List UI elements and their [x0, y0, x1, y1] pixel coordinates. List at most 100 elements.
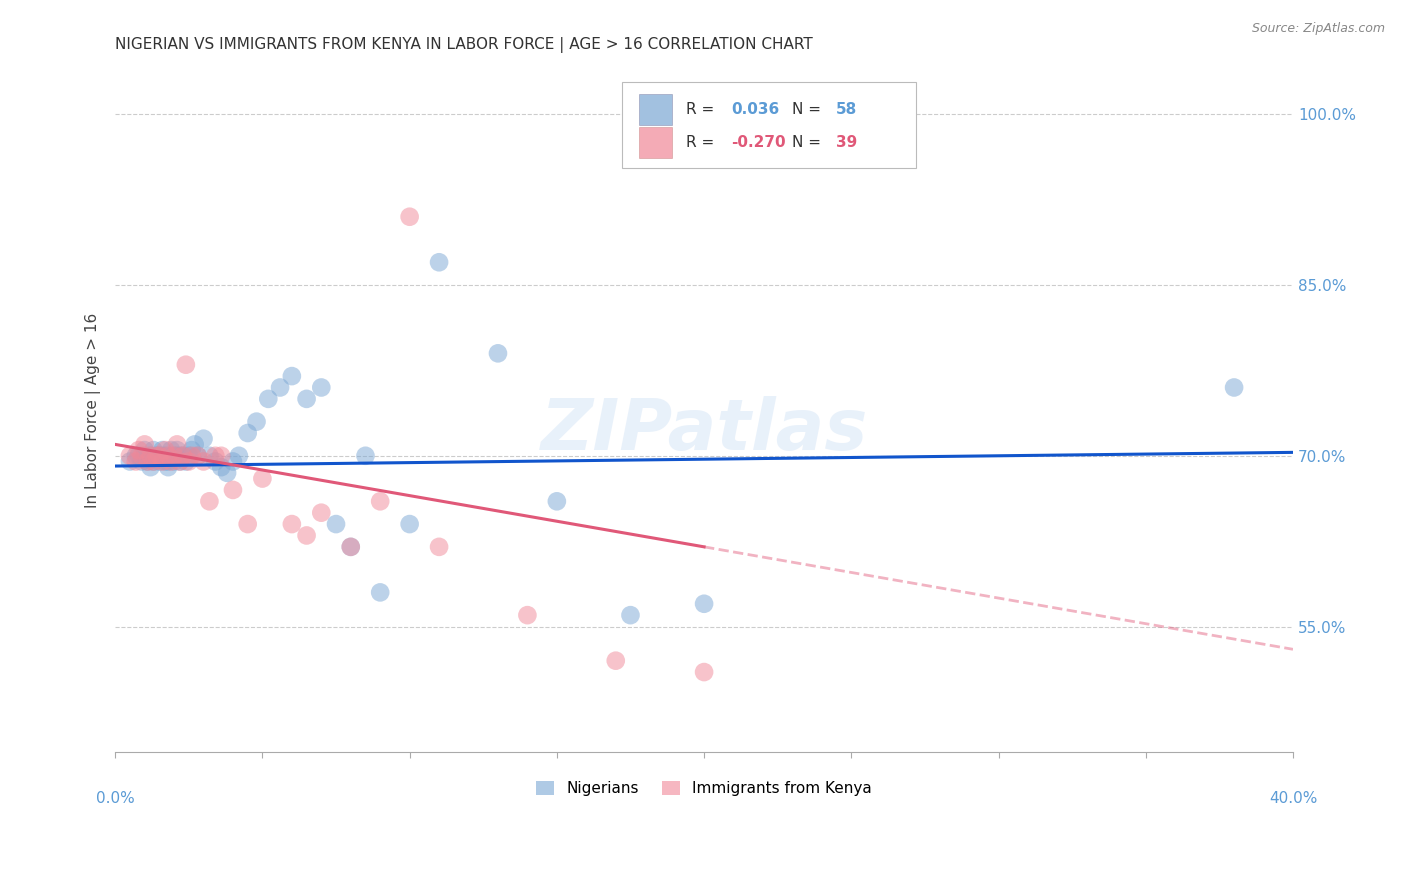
Point [209, 460, 232, 475]
Point [245, 415, 267, 429]
Text: 58: 58 [837, 102, 858, 117]
Point [166, 449, 188, 463]
Text: -0.270: -0.270 [731, 135, 786, 150]
Point [169, 454, 191, 468]
Point [222, 483, 245, 497]
Point [139, 449, 162, 463]
Point [148, 449, 170, 463]
Point [177, 449, 200, 463]
Point [228, 449, 250, 463]
Point [131, 449, 153, 463]
Point [236, 425, 259, 440]
Point [136, 454, 159, 468]
Point [150, 449, 173, 463]
Point [693, 665, 716, 679]
Point [157, 460, 180, 475]
Point [145, 449, 167, 463]
Text: 40.0%: 40.0% [1268, 790, 1317, 805]
Point [172, 449, 194, 463]
Point [257, 392, 280, 406]
Point [516, 608, 538, 623]
Point [174, 454, 197, 468]
Point [605, 654, 627, 668]
Point [128, 449, 150, 463]
Text: 0.0%: 0.0% [96, 790, 135, 805]
Point [209, 449, 232, 463]
Point [311, 506, 333, 520]
Point [198, 449, 221, 463]
Point [118, 454, 141, 468]
Point [166, 443, 188, 458]
Point [1223, 380, 1246, 394]
Point [160, 443, 183, 458]
Point [546, 494, 568, 508]
Point [136, 454, 159, 468]
Point [166, 437, 188, 451]
Point [183, 437, 205, 451]
Bar [640, 94, 672, 125]
Point [619, 608, 641, 623]
Point [311, 380, 333, 394]
Point [427, 540, 450, 554]
Point [180, 443, 202, 458]
FancyBboxPatch shape [621, 82, 917, 168]
Point [368, 494, 391, 508]
Point [142, 454, 165, 468]
Point [398, 517, 420, 532]
Text: R =: R = [686, 135, 720, 150]
Point [187, 449, 209, 463]
Point [486, 346, 509, 360]
Point [339, 540, 361, 554]
Point [198, 494, 221, 508]
Point [128, 443, 150, 458]
Point [204, 449, 226, 463]
Point [281, 517, 304, 532]
Point [693, 597, 716, 611]
Point [368, 585, 391, 599]
Text: N =: N = [793, 102, 827, 117]
Point [125, 454, 148, 468]
Point [155, 454, 177, 468]
Point [193, 454, 215, 468]
Point [148, 454, 170, 468]
Point [118, 449, 141, 463]
Point [145, 449, 167, 463]
Point [155, 449, 177, 463]
Point [193, 432, 215, 446]
Point [157, 449, 180, 463]
Text: NIGERIAN VS IMMIGRANTS FROM KENYA IN LABOR FORCE | AGE > 16 CORRELATION CHART: NIGERIAN VS IMMIGRANTS FROM KENYA IN LAB… [115, 37, 813, 54]
Point [150, 443, 173, 458]
Point [155, 443, 177, 458]
Point [157, 454, 180, 468]
Point [325, 517, 347, 532]
Point [134, 443, 156, 458]
Point [222, 454, 245, 468]
Point [142, 443, 165, 458]
Text: 0.036: 0.036 [731, 102, 779, 117]
Point [398, 210, 420, 224]
Point [160, 454, 183, 468]
Point [252, 471, 274, 485]
Text: ZIPatlas: ZIPatlas [540, 396, 868, 466]
Point [163, 449, 186, 463]
Bar [640, 127, 672, 158]
Point [172, 449, 194, 463]
Point [269, 380, 291, 394]
Point [163, 449, 186, 463]
Point [177, 454, 200, 468]
Point [339, 540, 361, 554]
Point [139, 460, 162, 475]
Legend: Nigerians, Immigrants from Kenya: Nigerians, Immigrants from Kenya [530, 775, 879, 802]
Point [148, 449, 170, 463]
Point [295, 392, 318, 406]
Point [169, 449, 191, 463]
Point [174, 358, 197, 372]
Point [163, 454, 186, 468]
Point [217, 466, 239, 480]
Point [142, 454, 165, 468]
Text: N =: N = [793, 135, 827, 150]
Point [131, 454, 153, 468]
Point [150, 454, 173, 468]
Point [281, 369, 304, 384]
Y-axis label: In Labor Force | Age > 16: In Labor Force | Age > 16 [86, 312, 101, 508]
